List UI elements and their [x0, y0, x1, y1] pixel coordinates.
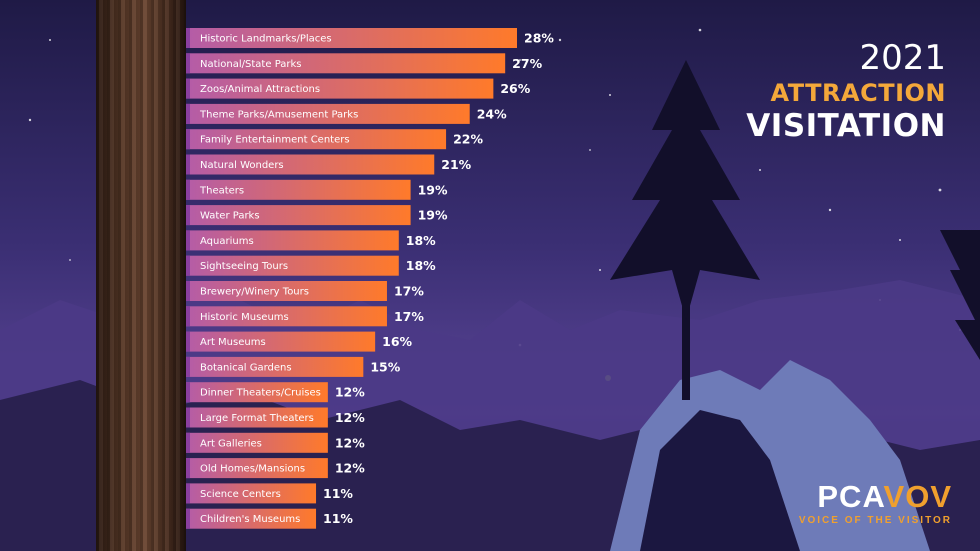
bar-cap [186, 103, 190, 124]
bar-cap [186, 356, 190, 377]
bar [186, 483, 317, 504]
category-label: Natural Wonders [200, 160, 284, 171]
value-label: 21% [441, 157, 471, 172]
bar [186, 53, 506, 74]
title-line-1: ATTRACTION [770, 79, 946, 107]
value-label: 17% [394, 284, 424, 299]
category-label: Botanical Gardens [200, 362, 292, 373]
bar [186, 103, 470, 124]
value-label: 26% [500, 81, 530, 96]
bar [186, 205, 411, 226]
value-label: 22% [453, 132, 483, 147]
bars-group: Historic Landmarks/Places 28% National/Sta… [186, 28, 554, 529]
value-label: 16% [382, 334, 412, 349]
value-label: 19% [418, 208, 448, 223]
value-label: 12% [335, 410, 365, 425]
bar-cap [186, 306, 190, 327]
category-label: Large Format Theaters [200, 413, 314, 424]
pine-tree-silhouette [610, 60, 980, 400]
logo-wordmark: PCAVOV [799, 480, 952, 514]
bar-cap [186, 129, 190, 150]
category-label: Water Parks [200, 211, 260, 222]
bar [186, 230, 399, 251]
title-year: 2021 [859, 38, 946, 78]
bar-cap [186, 508, 190, 529]
category-label: Sightseeing Tours [200, 261, 288, 272]
tree-trunk [96, 0, 186, 551]
category-label: Children's Museums [200, 514, 300, 525]
category-label: Dinner Theaters/Cruises [200, 388, 321, 399]
value-label: 18% [406, 258, 436, 273]
value-label: 27% [512, 56, 542, 71]
category-label: Aquariums [200, 236, 254, 247]
logo-wordmark-part1: PCA [817, 479, 884, 514]
category-label: Art Galleries [200, 438, 262, 449]
bar [186, 255, 399, 276]
bar [186, 508, 317, 529]
category-label: Art Museums [200, 337, 266, 348]
value-label: 19% [418, 182, 448, 197]
category-label: Family Entertainment Centers [200, 135, 350, 146]
value-label: 15% [370, 359, 400, 374]
bar [186, 306, 387, 327]
title-line-2: VISITATION [746, 108, 946, 144]
logo-tagline: VOICE OF THE VISITOR [798, 515, 952, 526]
category-label: Historic Landmarks/Places [200, 34, 332, 45]
bar-cap [186, 458, 190, 479]
bar [186, 154, 435, 175]
value-label: 24% [477, 106, 507, 121]
bar-cap [186, 407, 190, 428]
bar-cap [186, 154, 190, 175]
bar-cap [186, 179, 190, 200]
bar-cap [186, 331, 190, 352]
logo-wordmark-part2: VOV [883, 479, 952, 514]
rocky-cliff-shadow [640, 410, 800, 551]
bar [186, 28, 517, 48]
value-label: 17% [394, 309, 424, 324]
bar [186, 331, 376, 352]
category-label: Theaters [199, 185, 244, 196]
bar-cap [186, 78, 190, 99]
bar [186, 458, 328, 479]
category-label: Theme Parks/Amusement Parks [199, 109, 358, 120]
bar-cap [186, 281, 190, 301]
category-label: Old Homes/Mansions [200, 464, 305, 475]
bar-cap [186, 205, 190, 226]
bar-cap [186, 28, 190, 48]
value-label: 18% [406, 233, 436, 248]
category-label: National/State Parks [200, 59, 302, 70]
chart-title-block: 2021 ATTRACTION VISITATION [746, 38, 946, 144]
value-label: 11% [323, 486, 353, 501]
pcavov-logo: PCAVOV VOICE OF THE VISITOR [799, 480, 952, 528]
bar [186, 432, 328, 453]
bar-cap [186, 255, 190, 276]
value-label: 28% [524, 31, 554, 46]
category-label: Science Centers [200, 489, 281, 500]
bar [186, 179, 411, 200]
bar [186, 356, 364, 377]
value-label: 12% [335, 385, 365, 400]
value-label: 12% [335, 435, 365, 450]
bar [186, 382, 328, 403]
bar [186, 407, 328, 428]
category-label: Zoos/Animal Attractions [200, 84, 320, 95]
bar-cap [186, 483, 190, 504]
bar [186, 281, 387, 301]
bar-cap [186, 382, 190, 403]
bar-cap [186, 432, 190, 453]
bar [186, 129, 447, 150]
bar-cap [186, 53, 190, 74]
category-label: Historic Museums [200, 312, 289, 323]
value-label: 11% [323, 511, 353, 526]
category-label: Brewery/Winery Tours [200, 287, 309, 298]
value-label: 12% [335, 461, 365, 476]
bar [186, 78, 494, 99]
bar-cap [186, 230, 190, 251]
